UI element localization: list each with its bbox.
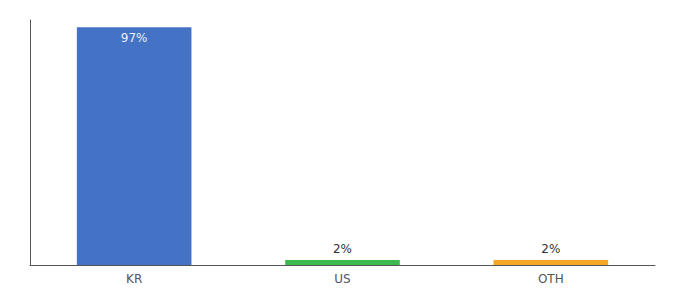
- svg-text:97%: 97%: [121, 31, 148, 45]
- svg-text:2%: 2%: [333, 242, 352, 256]
- svg-text:US: US: [334, 272, 350, 286]
- svg-text:KR: KR: [126, 272, 142, 286]
- svg-text:2%: 2%: [541, 242, 560, 256]
- svg-text:OTH: OTH: [538, 272, 564, 286]
